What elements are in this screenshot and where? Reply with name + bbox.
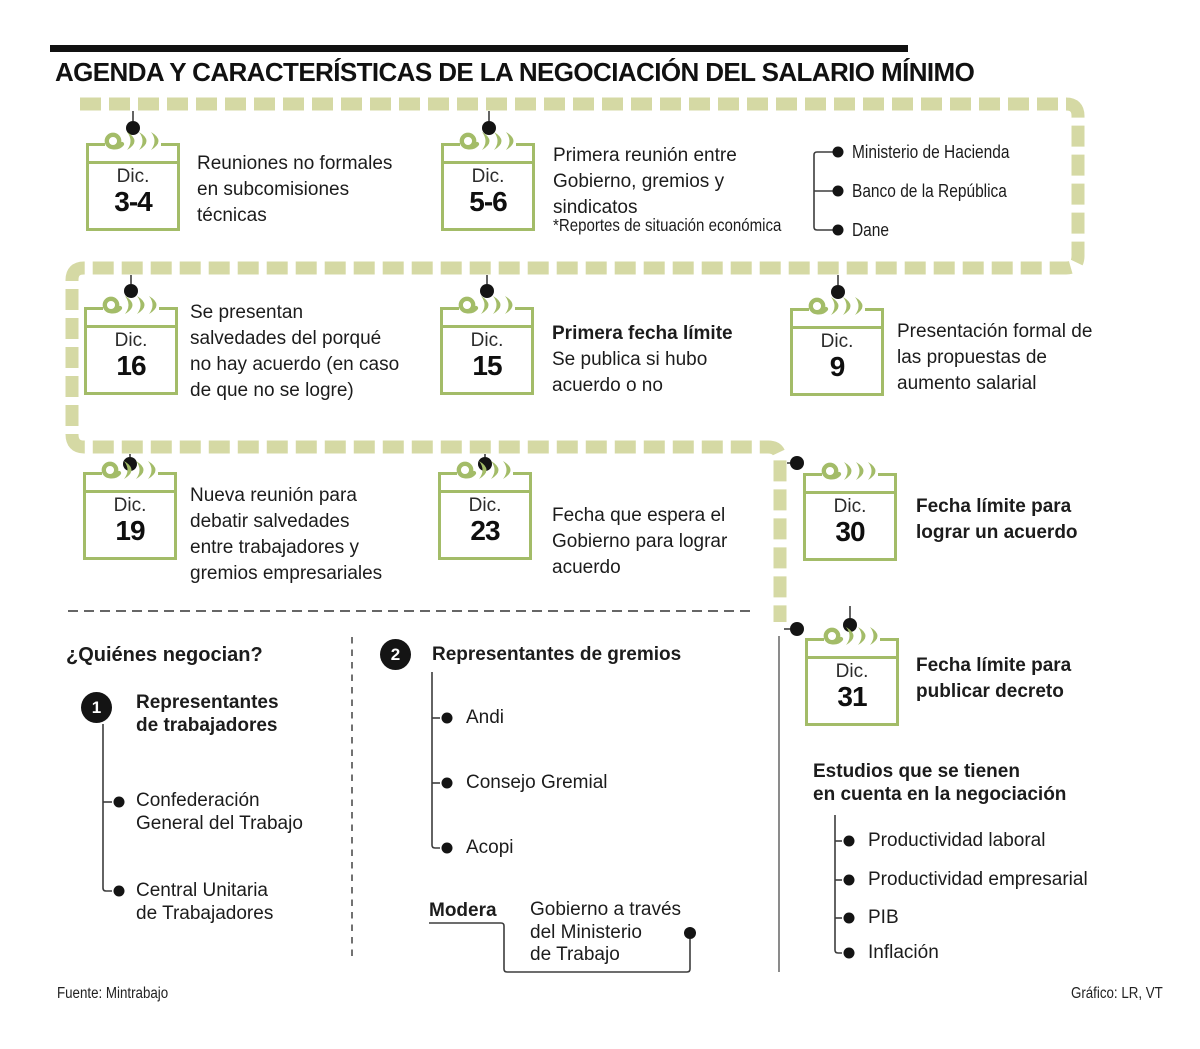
- calendar-spiral-icon: [104, 132, 161, 151]
- calendar-header-band: [793, 311, 881, 329]
- event-text-dic-16: Se presentan salvedades del porqué no ha…: [190, 302, 400, 401]
- calendar-spiral-icon: [459, 132, 516, 151]
- calendar-header-band: [441, 475, 529, 493]
- calendar-month: Dic.: [833, 496, 867, 517]
- calendar-spiral-icon: [821, 462, 878, 481]
- event-text-dic-19: Nueva reunión para debatir salvedades en…: [190, 485, 383, 584]
- bracket-lines: [102, 151, 842, 973]
- calendar-month: Dic.: [470, 330, 504, 351]
- group-1-member-cut: Central Unitaria de Trabajadores: [136, 880, 274, 924]
- calendar-month: Dic.: [116, 166, 150, 187]
- event-note-dic-5-6: *Reportes de situación económica: [553, 215, 782, 235]
- calendar-dic-31: Dic. 31: [805, 627, 899, 726]
- event-text-dic-9: Presentación formal de las propuestas de…: [897, 321, 1093, 394]
- graphic-credit: Gráfico: LR, VT: [1070, 985, 1163, 1002]
- calendar-spiral-icon: [102, 296, 159, 315]
- group-2-member-consejo-gremial: Consejo Gremial: [466, 772, 608, 793]
- event-text-dic-23: Fecha que espera el Gobierno para lograr…: [552, 505, 728, 578]
- calendar-header-band: [444, 146, 532, 164]
- title-bar: [50, 45, 908, 52]
- calendar-month: Dic.: [114, 330, 148, 351]
- study-item-pib: PIB: [868, 907, 899, 928]
- calendar-dic-15: Dic. 15: [440, 296, 534, 395]
- study-item-productividad-empresarial: Productividad empresarial: [868, 869, 1088, 890]
- calendar-spiral-icon: [458, 296, 515, 315]
- event-text-dic-3-4: Reuniones no formales en subcomisiones t…: [197, 153, 393, 226]
- calendar-day: 31: [837, 681, 867, 712]
- group-2-member-andi: Andi: [466, 707, 505, 728]
- calendar-header-band: [89, 146, 177, 164]
- calendar-dic-23: Dic. 23: [438, 461, 532, 560]
- moderator-label: Modera: [429, 900, 497, 921]
- group-2-number-badge: 2: [380, 639, 411, 670]
- calendar-day: 30: [835, 516, 865, 547]
- calendar-day: 5-6: [469, 186, 507, 217]
- calendar-day: 16: [116, 350, 146, 381]
- pin-lines: [129, 111, 851, 630]
- calendar-month: Dic.: [820, 331, 854, 352]
- pin-dots: [123, 121, 857, 939]
- group-1-member-cgt: Confederación General del Trabajo: [136, 790, 303, 834]
- calendar-header-band: [806, 476, 894, 494]
- list-item-ministerio-hacienda: Ministerio de Hacienda: [852, 142, 1010, 162]
- group-1-title: Representantes de trabajadores: [136, 692, 279, 736]
- page-title: AGENDA Y CARACTERÍSTICAS DE LA NEGOCIACI…: [55, 57, 975, 87]
- calendar-month: Dic.: [471, 166, 505, 187]
- study-item-productividad-laboral: Productividad laboral: [868, 830, 1046, 851]
- event-text-dic-5-6: Primera reunión entre Gobierno, gremios …: [553, 145, 737, 218]
- event-text-dic-15: Se publica si hubo acuerdo o no: [552, 349, 708, 396]
- list-bullets: [113, 146, 855, 959]
- calendar-header-band: [808, 641, 896, 659]
- study-item-inflacion: Inflación: [868, 942, 939, 963]
- calendar-header-band: [86, 475, 174, 493]
- calendar-dic-19: Dic. 19: [83, 461, 177, 560]
- list-item-banco-republica: Banco de la República: [852, 181, 1007, 201]
- calendar-dic-3-4: Dic. 3-4: [86, 132, 180, 231]
- event-lead-dic-30: Fecha límite para lograr un acuerdo: [916, 496, 1078, 543]
- calendar-spiral-icon: [808, 297, 865, 316]
- event-lead-dic-31: Fecha límite para publicar decreto: [916, 655, 1072, 702]
- list-item-dane: Dane: [852, 220, 890, 240]
- calendar-spiral-icon: [456, 461, 513, 480]
- calendar-dic-30: Dic. 30: [803, 462, 897, 561]
- calendar-day: 15: [472, 350, 502, 381]
- calendar-header-band: [87, 310, 175, 328]
- calendar-day: 19: [115, 515, 145, 546]
- event-lead-dic-15: Primera fecha límite: [552, 323, 733, 344]
- moderator-text: Gobierno a través del Ministerio de Trab…: [530, 899, 682, 965]
- calendar-day: 23: [470, 515, 500, 546]
- calendar-day: 9: [829, 351, 846, 382]
- timeline-path: [65, 97, 1085, 622]
- calendar-month: Dic.: [113, 495, 147, 516]
- group-2-title: Representantes de gremios: [432, 644, 682, 665]
- studies-title: Estudios que se tienen en cuenta en la n…: [813, 761, 1067, 805]
- calendar-dic-9: Dic. 9: [790, 297, 884, 396]
- calendar-dic-5-6: Dic. 5-6: [441, 132, 535, 231]
- calendar-month: Dic.: [468, 495, 502, 516]
- calendar-header-band: [443, 310, 531, 328]
- source-credit: Fuente: Mintrabajo: [57, 985, 169, 1002]
- calendar-dic-16: Dic. 16: [84, 296, 178, 395]
- negotiators-question: ¿Quiénes negocian?: [66, 644, 263, 666]
- calendar-spiral-icon: [101, 461, 158, 480]
- group-2-member-acopi: Acopi: [466, 837, 514, 858]
- calendar-month: Dic.: [835, 661, 869, 682]
- calendar-spiral-icon: [823, 627, 880, 646]
- calendar-day: 3-4: [114, 186, 152, 217]
- group-1-number-badge: 1: [81, 692, 112, 723]
